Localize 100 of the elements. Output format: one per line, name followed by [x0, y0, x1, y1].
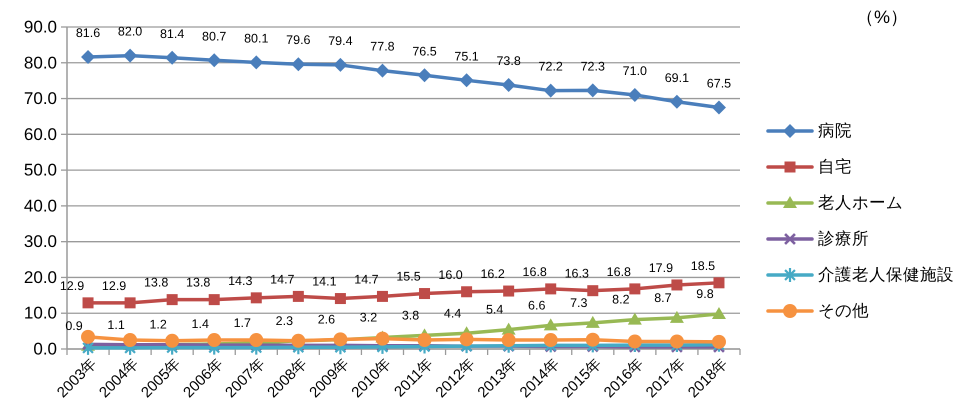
point	[544, 318, 558, 330]
data-label: 18.5	[690, 258, 716, 273]
point	[123, 333, 138, 348]
y-tick-label: 10.0	[24, 304, 57, 323]
y-tick-label: 60.0	[24, 124, 57, 144]
data-label: 1.1	[107, 318, 125, 332]
point	[712, 306, 726, 319]
point	[545, 283, 556, 294]
point	[124, 297, 136, 308]
point	[82, 297, 94, 308]
data-label: 72.2	[538, 60, 563, 74]
data-label: 71.0	[622, 64, 648, 78]
data-label: 9.8	[696, 286, 714, 301]
point	[165, 50, 180, 65]
data-label: 5.4	[486, 302, 504, 317]
point	[502, 78, 516, 92]
point	[713, 277, 724, 288]
data-label: 16.0	[438, 268, 463, 282]
data-label: 80.1	[244, 31, 268, 46]
data-label: 15.5	[396, 270, 421, 284]
point	[419, 288, 430, 300]
data-label: 12.9	[102, 278, 126, 293]
point	[81, 330, 96, 344]
point	[418, 333, 432, 348]
data-label: 79.6	[286, 33, 311, 48]
data-label: 8.2	[612, 292, 630, 307]
data-label: 16.8	[522, 264, 547, 279]
point	[292, 290, 304, 302]
point	[291, 57, 306, 72]
point	[123, 48, 138, 63]
legend-label: 病院	[818, 121, 852, 140]
data-label: 81.6	[76, 26, 100, 40]
point	[460, 73, 474, 88]
y-tick-label: 50.0	[24, 160, 57, 180]
data-label: 0.9	[65, 318, 83, 333]
point	[81, 50, 96, 64]
data-label: 6.6	[528, 298, 546, 312]
point	[671, 279, 682, 290]
point	[628, 312, 642, 325]
data-label: 80.7	[202, 29, 226, 44]
legend-label: 介護老人保健施設	[818, 265, 954, 284]
data-label: 79.4	[328, 34, 353, 48]
data-label: 3.8	[402, 308, 420, 322]
y-tick-label: 30.0	[24, 232, 57, 252]
point	[712, 100, 726, 114]
y-tick-label: 70.0	[24, 89, 57, 108]
data-label: 3.2	[360, 310, 378, 325]
data-label: 76.5	[412, 44, 437, 58]
point	[586, 316, 600, 328]
point	[418, 68, 432, 82]
y-tick-label: 90.0	[24, 18, 57, 36]
data-label: 1.2	[149, 318, 167, 332]
point	[503, 286, 514, 297]
point	[207, 333, 222, 348]
point	[502, 333, 516, 348]
point	[587, 285, 598, 296]
point	[670, 94, 684, 109]
y-tick-label: 80.0	[24, 53, 57, 72]
point	[208, 294, 220, 306]
data-label: 16.3	[564, 266, 589, 281]
point	[461, 286, 472, 298]
y-tick-label: 40.0	[24, 196, 57, 216]
data-label: 17.9	[648, 260, 674, 275]
data-label: 14.1	[312, 274, 337, 289]
point	[250, 292, 262, 304]
point	[165, 334, 180, 348]
point	[544, 84, 558, 98]
data-label: 14.7	[270, 272, 295, 286]
point	[544, 333, 558, 348]
point	[586, 83, 600, 98]
data-label: 81.4	[160, 26, 184, 41]
data-label: 8.7	[654, 290, 672, 305]
data-label: 14.3	[228, 274, 252, 288]
text: （%）	[856, 7, 908, 27]
data-label: 77.8	[370, 40, 395, 54]
data-label: 1.7	[234, 316, 252, 330]
data-label: 69.1	[664, 70, 690, 85]
point	[628, 88, 642, 102]
data-label: 2.6	[318, 312, 336, 327]
point	[586, 332, 600, 347]
point	[712, 334, 726, 349]
point	[629, 283, 640, 294]
data-label: 67.5	[706, 76, 732, 90]
point	[333, 58, 348, 72]
legend-label: その他	[818, 302, 869, 320]
point	[249, 55, 264, 70]
point	[207, 53, 222, 68]
point	[670, 334, 684, 348]
data-label: 1.4	[192, 316, 209, 331]
data-label: 13.8	[186, 276, 210, 290]
data-label: 14.7	[354, 272, 379, 286]
point	[375, 332, 390, 346]
y-tick-label: 0.0	[33, 340, 57, 358]
legend-label: 老人ホーム	[818, 194, 903, 212]
data-label: 7.3	[570, 296, 588, 310]
data-label: 4.4	[444, 306, 462, 320]
data-label: 82.0	[118, 24, 142, 39]
legend-label: 自宅	[818, 157, 852, 176]
point	[166, 294, 178, 306]
data-label: 16.2	[480, 267, 505, 282]
